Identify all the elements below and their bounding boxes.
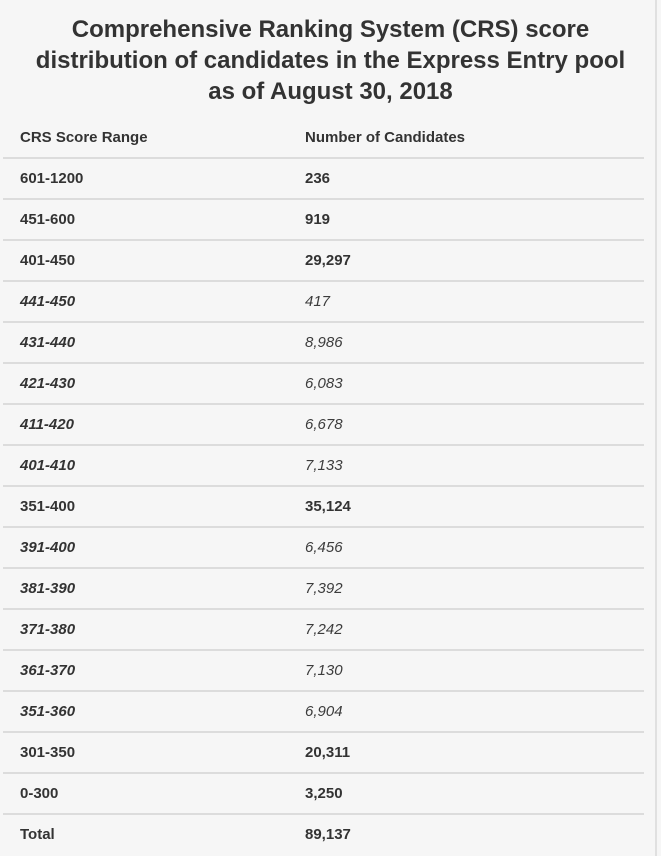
score-range-cell: 601-1200 (3, 157, 305, 199)
column-header-range: CRS Score Range (20, 129, 148, 146)
score-range-cell: 0-300 (3, 772, 305, 814)
candidate-count-cell: 7,133 (305, 444, 644, 486)
table-row: 441-450 417 (3, 280, 644, 322)
table-row: Total 89,137 (3, 813, 644, 854)
table-body: 601-1200 236 451-600 919 401-450 29,297 441-45… (3, 157, 644, 854)
score-range-cell: 391-400 (3, 526, 305, 568)
score-range-cell: 431-440 (3, 321, 305, 363)
table-row: 0-300 3,250 (3, 772, 644, 814)
candidate-count-cell: 236 (305, 157, 644, 199)
candidate-count-cell: 7,242 (305, 608, 644, 650)
table-row: 401-450 29,297 (3, 239, 644, 281)
candidate-count-cell: 35,124 (305, 485, 644, 527)
table-row: 301-350 20,311 (3, 731, 644, 773)
score-range-cell: 361-370 (3, 649, 305, 691)
score-range-cell: 411-420 (3, 403, 305, 445)
score-range-cell: 371-380 (3, 608, 305, 650)
candidate-count-cell: 6,456 (305, 526, 644, 568)
table-header: CRS Score Range Number of Candidates (3, 113, 644, 158)
candidate-count-cell: 6,678 (305, 403, 644, 445)
score-range-cell: 441-450 (3, 280, 305, 322)
candidate-count-cell: 3,250 (305, 772, 644, 814)
right-edge-divider (655, 0, 657, 856)
table-row: 411-420 6,678 (3, 403, 644, 445)
table-row: 371-380 7,242 (3, 608, 644, 650)
candidate-count-cell: 417 (305, 280, 644, 322)
candidate-count-cell: 7,392 (305, 567, 644, 609)
candidate-count-cell: 8,986 (305, 321, 644, 363)
table-row: 391-400 6,456 (3, 526, 644, 568)
table-row: 451-600 919 (3, 198, 644, 240)
crs-distribution-table: CRS Score Range Number of Candidates 601… (3, 113, 644, 854)
candidate-count-cell: 6,083 (305, 362, 644, 404)
score-range-cell: 401-410 (3, 444, 305, 486)
table-row: 351-400 35,124 (3, 485, 644, 527)
table-row: 421-430 6,083 (3, 362, 644, 404)
score-range-cell: 401-450 (3, 239, 305, 281)
score-range-cell: 451-600 (3, 198, 305, 240)
candidate-count-cell: 89,137 (305, 813, 644, 854)
candidate-count-cell: 7,130 (305, 649, 644, 691)
page-title: Comprehensive Ranking System (CRS) score… (35, 16, 626, 105)
table-row: 351-360 6,904 (3, 690, 644, 732)
column-header-count: Number of Candidates (305, 129, 466, 146)
table-row: 401-410 7,133 (3, 444, 644, 486)
score-range-cell: 351-360 (3, 690, 305, 732)
candidate-count-cell: 29,297 (305, 239, 644, 281)
score-range-cell: 381-390 (3, 567, 305, 609)
candidate-count-cell: 20,311 (305, 731, 644, 773)
score-range-cell: Total (3, 813, 305, 854)
header-row: CRS Score Range Number of Candidates (3, 113, 644, 158)
score-range-cell: 351-400 (3, 485, 305, 527)
table-row: 431-440 8,986 (3, 321, 644, 363)
score-range-cell: 301-350 (3, 731, 305, 773)
table-row: 361-370 7,130 (3, 649, 644, 691)
candidate-count-cell: 6,904 (305, 690, 644, 732)
table-row: 381-390 7,392 (3, 567, 644, 609)
candidate-count-cell: 919 (305, 198, 644, 240)
score-range-cell: 421-430 (3, 362, 305, 404)
table-row: 601-1200 236 (3, 157, 644, 199)
